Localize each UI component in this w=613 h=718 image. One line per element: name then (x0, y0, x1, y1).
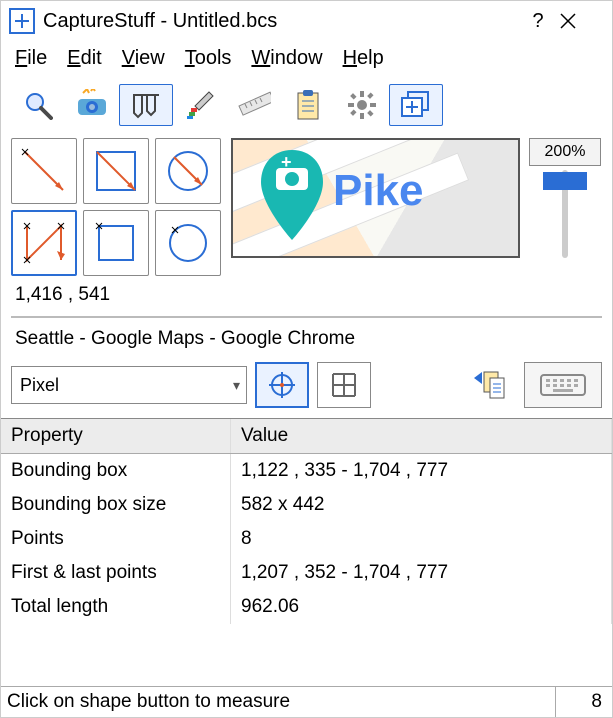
shape-circle-diag[interactable] (155, 138, 221, 204)
status-message: Click on shape button to measure (1, 687, 556, 717)
eyedropper-button[interactable] (173, 84, 227, 126)
close-button[interactable] (560, 13, 604, 29)
svg-text:+: + (281, 152, 292, 172)
shape-line[interactable] (11, 138, 77, 204)
ruler-icon (237, 90, 271, 120)
prop-value: 962.06 (231, 590, 612, 624)
prop-value: 1,122 , 335 - 1,704 , 777 (231, 454, 612, 488)
app-icon (9, 8, 35, 34)
table-row: First & last points 1,207 , 352 - 1,704 … (1, 556, 612, 590)
map-pin-icon: + (257, 146, 327, 246)
zoom-controls: 200% (528, 138, 602, 276)
prop-name: Bounding box size (1, 488, 231, 522)
table-row: Bounding box 1,122 , 335 - 1,704 , 777 (1, 454, 612, 488)
unit-select[interactable]: Pixel ▾ (11, 366, 247, 404)
preview-label: Pike (333, 166, 424, 216)
crosshair-icon (267, 370, 297, 400)
multi-target-icon (400, 90, 432, 120)
camera-button[interactable] (65, 84, 119, 126)
help-button[interactable]: ? (516, 10, 560, 33)
grid-button[interactable] (317, 362, 371, 408)
grid-icon (329, 370, 359, 400)
titlebar: CaptureStuff - Untitled.bcs ? (1, 1, 612, 41)
toolbar (1, 80, 612, 134)
zoom-slider[interactable] (529, 168, 601, 260)
table-header: Property Value (1, 419, 612, 454)
menu-help[interactable]: Help (343, 47, 384, 70)
keyboard-icon (539, 371, 587, 399)
caliper-button[interactable] (119, 84, 173, 126)
magnify-icon (23, 90, 53, 120)
camera-icon (75, 89, 109, 121)
properties-table: Property Value Bounding box 1,122 , 335 … (1, 418, 612, 624)
magnify-button[interactable] (11, 84, 65, 126)
prop-name: First & last points (1, 556, 231, 590)
shape-circle[interactable] (155, 210, 221, 276)
divider (11, 316, 602, 318)
header-property[interactable]: Property (1, 419, 231, 453)
menubar: File Edit View Tools Window Help (1, 41, 612, 80)
prop-value: 8 (231, 522, 612, 556)
prop-value: 582 x 442 (231, 488, 612, 522)
prop-name: Total length (1, 590, 231, 624)
unit-row: Pixel ▾ (1, 360, 612, 418)
caliper-icon (129, 91, 163, 119)
ruler-button[interactable] (227, 84, 281, 126)
crosshair-button[interactable] (255, 362, 309, 408)
chevron-down-icon: ▾ (233, 377, 240, 394)
window-text: Seattle - Google Maps - Google Chrome (1, 322, 612, 360)
header-value[interactable]: Value (231, 419, 612, 453)
table-row: Bounding box size 582 x 442 (1, 488, 612, 522)
app-title: CaptureStuff - Untitled.bcs (43, 10, 516, 33)
menu-edit[interactable]: Edit (67, 47, 101, 70)
preview-area: + Pike 200% (231, 138, 602, 276)
eyedropper-icon (185, 90, 215, 120)
table-row: Total length 962.06 (1, 590, 612, 624)
zoom-level[interactable]: 200% (529, 138, 601, 166)
shape-preview-row: + Pike 200% (1, 134, 612, 280)
multi-target-button[interactable] (389, 84, 443, 126)
settings-button[interactable] (335, 84, 389, 126)
prop-name: Points (1, 522, 231, 556)
preview-thumbnail[interactable]: + Pike (231, 138, 520, 258)
clipboard-icon (294, 89, 322, 121)
shape-grid (11, 138, 221, 276)
menu-file[interactable]: File (15, 47, 47, 70)
menu-window[interactable]: Window (251, 47, 322, 70)
menu-view[interactable]: View (122, 47, 165, 70)
keyboard-button[interactable] (524, 362, 602, 408)
copy-icon (472, 368, 506, 402)
table-row: Points 8 (1, 522, 612, 556)
gear-icon (347, 90, 377, 120)
prop-value: 1,207 , 352 - 1,704 , 777 (231, 556, 612, 590)
clipboard-button[interactable] (281, 84, 335, 126)
shape-rect[interactable] (83, 210, 149, 276)
prop-name: Bounding box (1, 454, 231, 488)
status-bar: Click on shape button to measure 8 (1, 686, 612, 717)
menu-tools[interactable]: Tools (185, 47, 232, 70)
copy-button[interactable] (462, 362, 516, 408)
coordinates-readout: 1,416 , 541 (1, 280, 612, 312)
unit-select-label: Pixel (20, 375, 59, 396)
status-value: 8 (556, 687, 612, 717)
shape-rect-diag[interactable] (83, 138, 149, 204)
shape-polyline[interactable] (11, 210, 77, 276)
